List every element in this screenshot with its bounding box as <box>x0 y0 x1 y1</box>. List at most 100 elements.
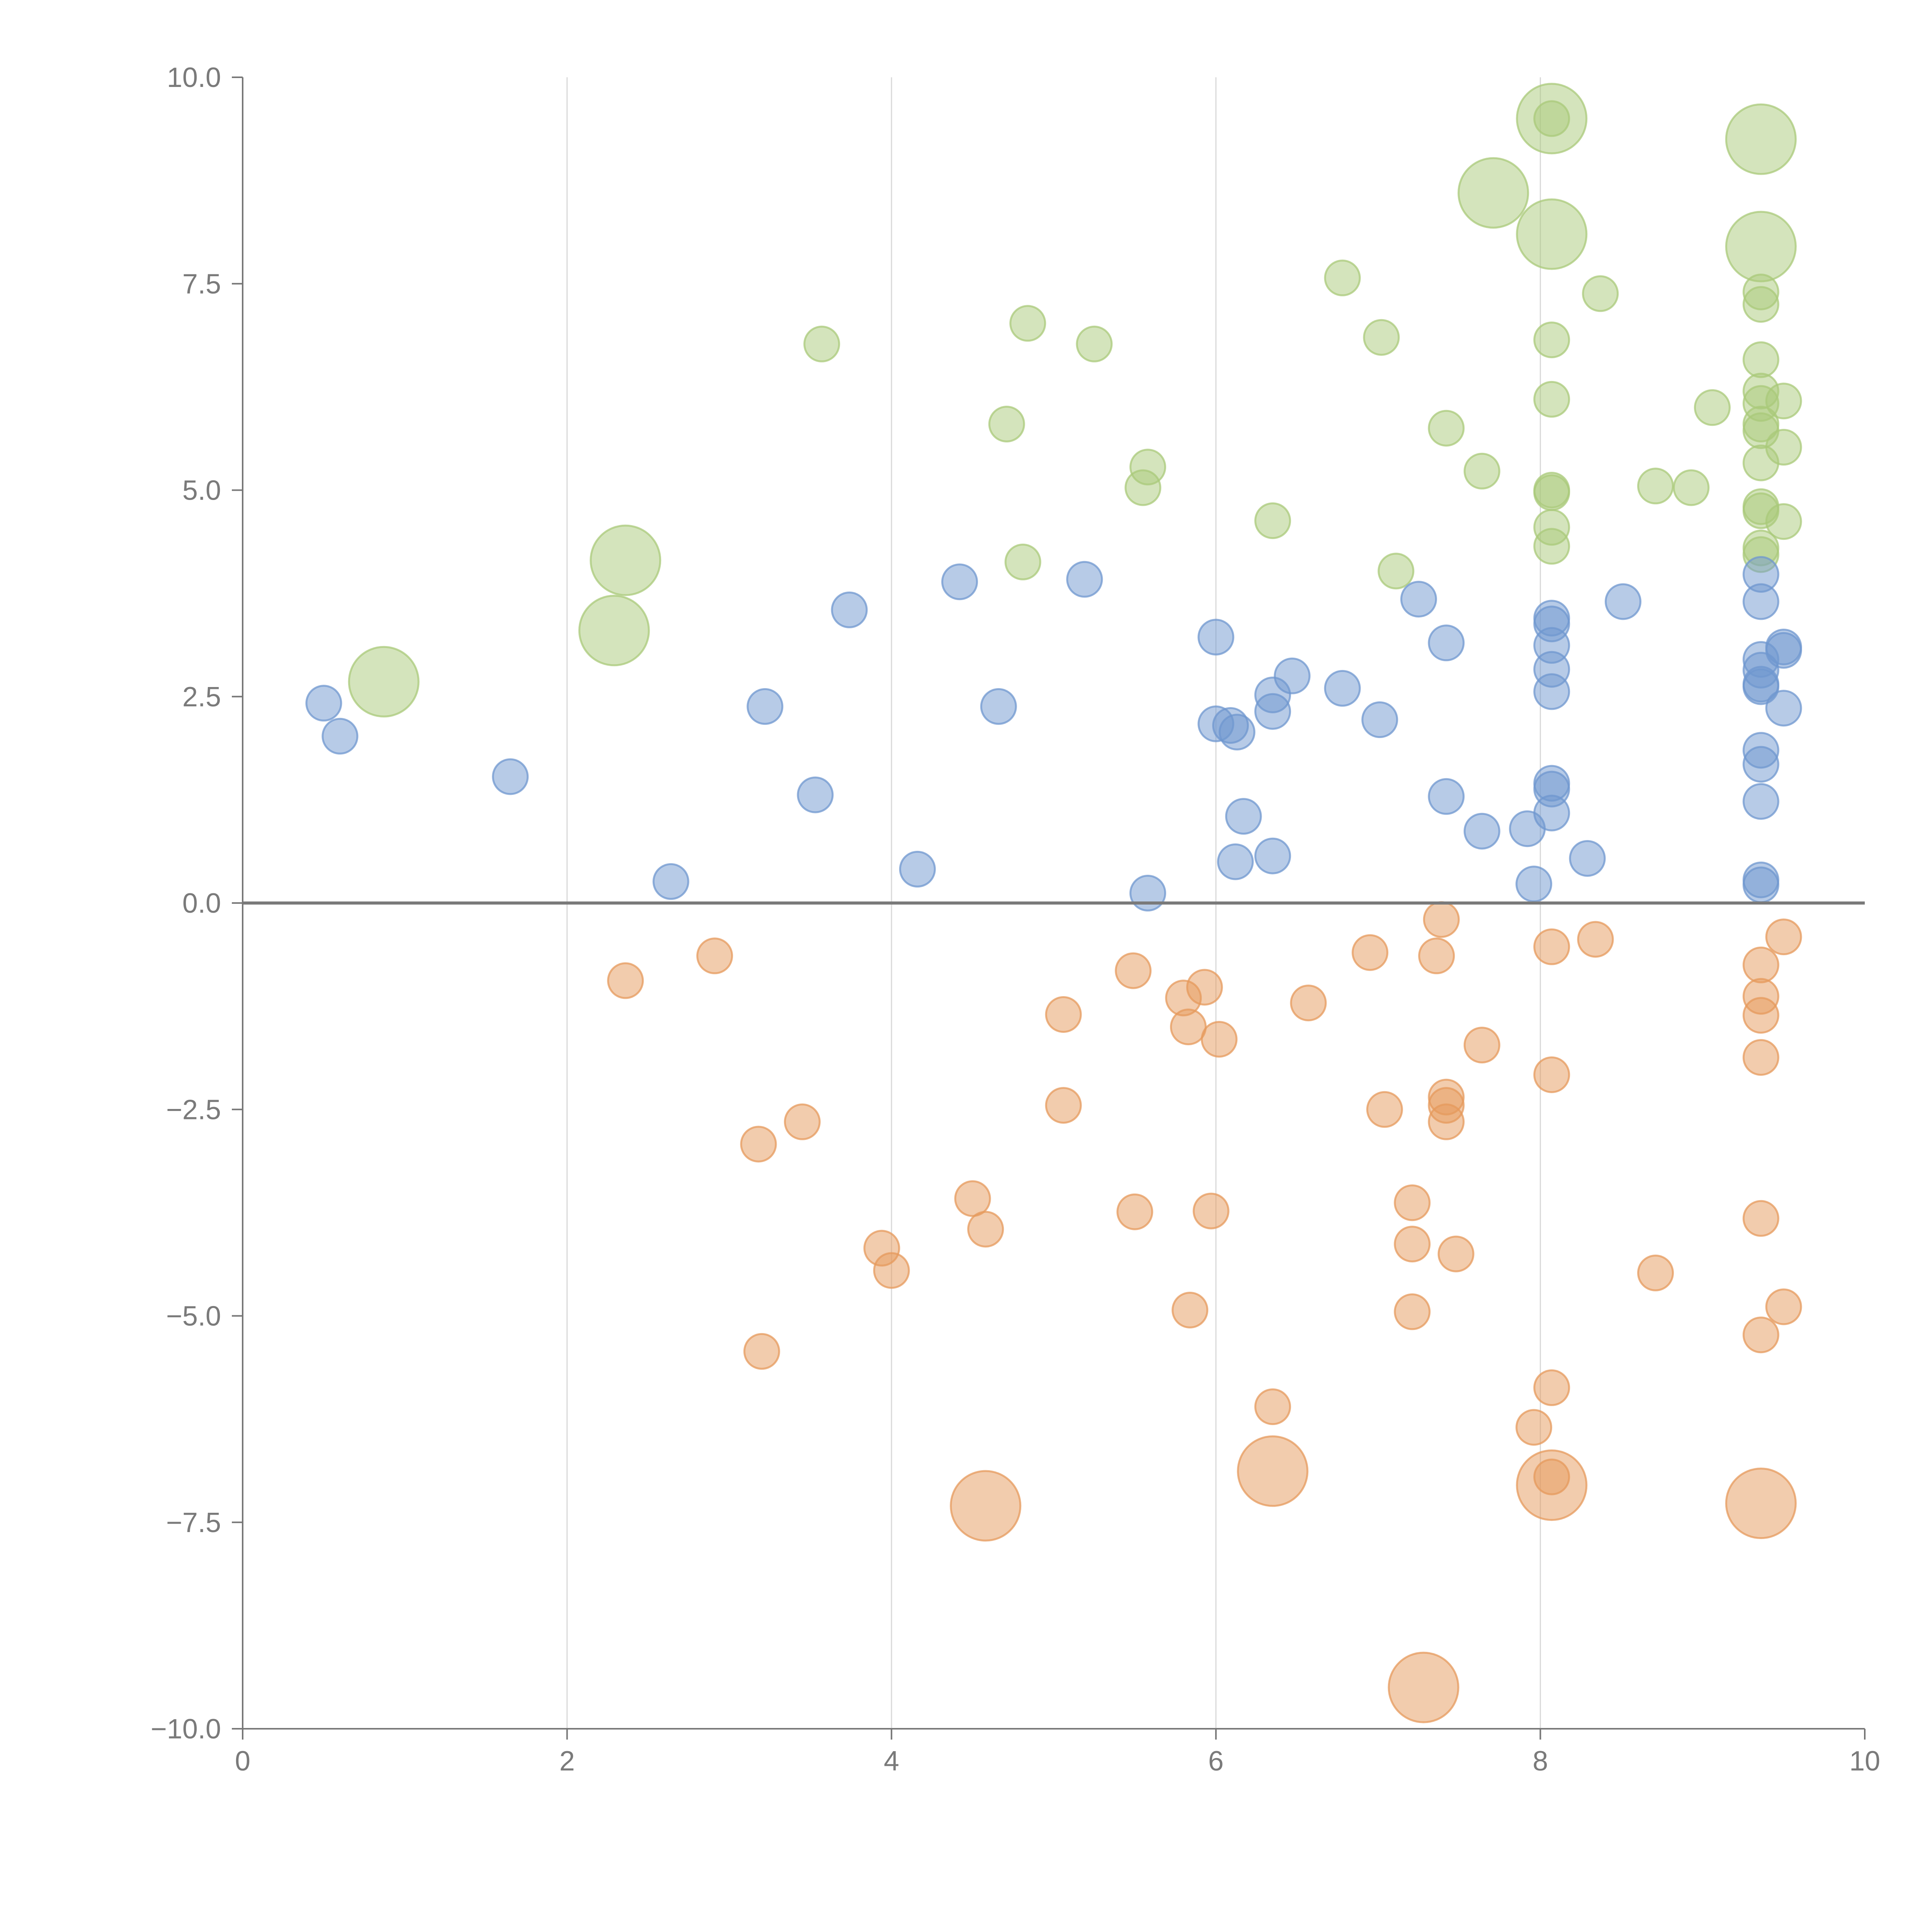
orange-bubble <box>1418 937 1455 975</box>
orange-bubble <box>743 1333 780 1370</box>
orange-bubble <box>1742 1316 1779 1354</box>
blue-bubble <box>1533 673 1570 710</box>
orange-bubble <box>1515 1409 1553 1446</box>
green-bubble <box>590 524 662 596</box>
orange-bubble <box>1394 1226 1431 1263</box>
green-bubble <box>578 595 650 667</box>
x-tick-label: 8 <box>1532 1746 1548 1777</box>
green-bubble <box>1076 325 1113 362</box>
blue-bubble <box>1742 783 1779 820</box>
green-bubble <box>1516 198 1588 270</box>
green-bubble <box>1742 286 1779 323</box>
green-bubble <box>1533 381 1570 418</box>
blue-bubble <box>1218 714 1255 751</box>
green-bubble <box>1637 468 1674 505</box>
orange-bubble <box>1533 1056 1570 1093</box>
blue-bubble <box>1765 632 1802 669</box>
orange-bubble <box>1352 934 1389 971</box>
green-bubble <box>1129 449 1166 486</box>
orange-bubble <box>696 937 733 975</box>
orange-bubble <box>1192 1192 1230 1230</box>
y-tick-label: −2.5 <box>166 1094 221 1125</box>
orange-bubble <box>784 1103 821 1140</box>
green-bubble <box>1765 383 1802 420</box>
orange-bubble <box>967 1211 1004 1248</box>
orange-bubble <box>873 1252 910 1289</box>
green-bubble <box>1428 410 1465 447</box>
blue-bubble <box>1066 561 1103 598</box>
blue-bubble <box>797 776 834 813</box>
orange-bubble <box>1116 1193 1153 1230</box>
green-bubble <box>988 406 1025 442</box>
orange-bubble <box>607 962 644 999</box>
blue-bubble <box>1742 668 1779 705</box>
green-bubble <box>1009 305 1046 342</box>
blue-bubble <box>1533 794 1570 832</box>
orange-bubble <box>1742 946 1779 983</box>
orange-bubble <box>1637 1254 1674 1291</box>
green-bubble <box>1363 319 1400 356</box>
blue-bubble <box>1742 583 1779 620</box>
orange-bubble <box>1290 985 1327 1022</box>
orange-bubble <box>1516 1449 1588 1521</box>
y-tick-label: 5.0 <box>182 475 221 506</box>
green-bubble <box>1765 503 1802 540</box>
blue-bubble <box>941 563 978 600</box>
series-blue <box>305 556 1802 912</box>
orange-bubble <box>1533 1369 1570 1406</box>
x-tick-label: 10 <box>1849 1746 1880 1777</box>
orange-bubble <box>1428 1103 1465 1140</box>
blue-bubble <box>1428 778 1465 815</box>
blue-bubble <box>1129 874 1166 912</box>
green-bubble <box>1582 275 1619 312</box>
blue-bubble <box>831 591 868 628</box>
blue-bubble <box>492 758 529 795</box>
orange-bubble <box>1170 1009 1207 1046</box>
orange-bubble <box>1463 1027 1500 1064</box>
orange-bubble <box>1437 1235 1475 1272</box>
blue-bubble <box>1254 837 1291 874</box>
blue-bubble <box>980 688 1017 725</box>
blue-bubble <box>1742 866 1779 903</box>
x-tick-label: 6 <box>1208 1746 1224 1777</box>
orange-bubble <box>1254 1388 1291 1425</box>
orange-bubble <box>1765 918 1802 956</box>
green-bubble <box>1254 502 1291 539</box>
orange-bubble <box>1423 901 1460 938</box>
orange-bubble <box>1366 1091 1403 1128</box>
orange-bubble <box>740 1126 777 1163</box>
blue-bubble <box>1254 693 1291 730</box>
blue-bubble <box>747 688 784 725</box>
green-bubble <box>1533 321 1570 359</box>
y-tick-label: 2.5 <box>182 682 221 713</box>
orange-bubble <box>1742 1039 1779 1076</box>
green-bubble <box>803 325 840 362</box>
series-orange <box>607 901 1802 1723</box>
blue-bubble <box>1569 840 1606 877</box>
blue-bubble <box>1400 581 1437 618</box>
orange-bubble <box>1742 1200 1779 1237</box>
y-tick-label: −5.0 <box>166 1301 221 1332</box>
blue-bubble <box>1515 866 1553 903</box>
blue-bubble <box>1274 657 1311 694</box>
orange-bubble <box>1577 921 1614 958</box>
green-bubble <box>1673 469 1710 506</box>
orange-bubble <box>1115 952 1152 989</box>
blue-bubble <box>1765 690 1802 727</box>
green-bubble <box>1533 474 1570 511</box>
blue-bubble <box>1742 746 1779 783</box>
green-bubble <box>348 646 420 718</box>
green-bubble <box>1725 103 1797 175</box>
y-tick-label: 7.5 <box>182 269 221 299</box>
orange-bubble <box>1394 1293 1431 1330</box>
tick-layer: 0 2 4 6 8 10 10.0 7.5 5.0 2.5 0.0 −2.5 −5.0 −7.5 −10.0 <box>151 62 1880 1777</box>
blue-bubble <box>1361 701 1398 738</box>
blue-bubble <box>1197 619 1235 656</box>
orange-bubble <box>1765 1288 1802 1325</box>
orange-bubble <box>954 1180 991 1217</box>
y-tick-label: 10.0 <box>167 62 221 93</box>
green-bubble <box>1378 553 1415 590</box>
orange-bubble <box>1394 1184 1431 1221</box>
